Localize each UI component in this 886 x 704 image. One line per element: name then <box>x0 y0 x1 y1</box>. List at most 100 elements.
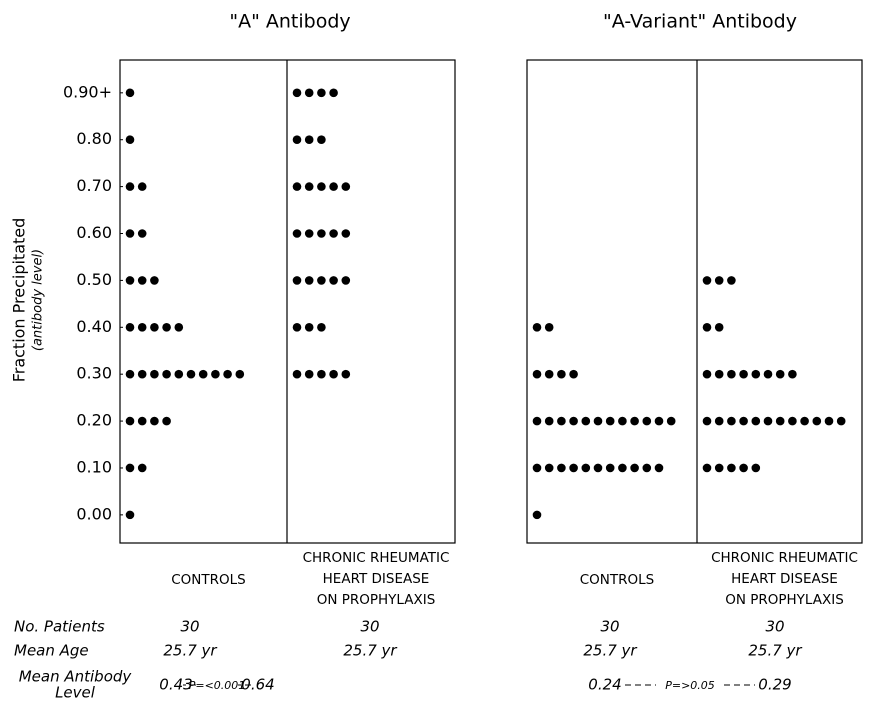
category-label: CHRONIC RHEUMATIC <box>711 550 858 566</box>
dot <box>329 369 338 379</box>
dot-group <box>532 463 664 473</box>
category-label: CONTROLS <box>171 572 246 588</box>
dot <box>800 416 809 426</box>
y-tick-label: 0.80 <box>76 129 112 148</box>
dot <box>788 416 797 426</box>
y-tick-label: 0.40 <box>76 317 112 336</box>
age-value: 25.7 yr <box>163 642 217 660</box>
dot <box>702 276 712 285</box>
dot-group <box>292 135 326 145</box>
dot-group <box>532 510 542 520</box>
row-label: No. Patients <box>14 618 105 636</box>
dot <box>557 416 566 426</box>
dot <box>532 369 542 379</box>
dot <box>532 322 542 332</box>
dot <box>714 369 724 379</box>
dot <box>714 416 724 426</box>
dot-group <box>125 416 171 426</box>
p-value: P=<0.001 <box>189 679 246 692</box>
dot-group <box>125 510 135 520</box>
dot <box>775 369 785 379</box>
category-label: HEART DISEASE <box>731 571 838 587</box>
dot <box>292 369 302 379</box>
dot <box>137 416 147 426</box>
dot <box>125 416 135 426</box>
dot <box>223 369 232 379</box>
y-tick-label: 0.70 <box>76 176 112 195</box>
chart-title: "A" Antibody <box>229 11 350 33</box>
dot <box>292 229 302 238</box>
dot <box>329 276 338 285</box>
dot <box>642 416 652 426</box>
dot <box>150 276 159 285</box>
category-label: ON PROPHYLAXIS <box>725 592 844 608</box>
dot <box>137 322 147 332</box>
chart-title: "A-Variant" Antibody <box>603 11 797 33</box>
dot <box>775 416 785 426</box>
dot <box>137 276 147 285</box>
patients-value: 30 <box>600 618 619 636</box>
dot <box>235 369 245 379</box>
dot <box>317 322 326 332</box>
frame <box>526 59 863 544</box>
y-tick-label: 0.50 <box>76 270 112 289</box>
dot <box>341 229 351 238</box>
dot <box>125 322 135 332</box>
dot <box>304 369 314 379</box>
dot-group <box>125 229 147 238</box>
age-value: 25.7 yr <box>583 642 637 660</box>
dot <box>137 369 147 379</box>
category-label: HEART DISEASE <box>323 571 430 587</box>
dot <box>544 369 554 379</box>
y-tick-label: 0.10 <box>76 457 112 476</box>
dot <box>150 322 159 332</box>
level-value: 0.64 <box>241 676 274 694</box>
dot <box>341 276 351 285</box>
dot <box>304 276 314 285</box>
dot-group <box>532 369 578 379</box>
y-tick-label: 0.60 <box>76 223 112 242</box>
category-label: ON PROPHYLAXIS <box>317 592 436 608</box>
dot <box>292 182 302 191</box>
y-tick-label: 0.00 <box>76 504 112 523</box>
dot <box>317 276 326 285</box>
dot <box>763 416 773 426</box>
dot-group <box>125 322 184 332</box>
age-value: 25.7 yr <box>343 642 397 660</box>
dot <box>630 416 639 426</box>
dot <box>162 416 171 426</box>
row-label: Mean Antibody <box>19 668 133 686</box>
dot-group <box>125 88 135 98</box>
dot <box>532 416 542 426</box>
level-value: 0.24 <box>588 676 621 694</box>
dot <box>317 229 326 238</box>
dot <box>150 416 159 426</box>
dot-group <box>292 369 351 379</box>
dot <box>304 182 314 191</box>
dot <box>174 369 184 379</box>
dot <box>702 369 712 379</box>
dot <box>605 463 615 473</box>
dot <box>702 416 712 426</box>
dot <box>317 182 326 191</box>
dot-group <box>702 463 761 473</box>
dot <box>137 182 147 191</box>
dot <box>569 463 578 473</box>
dot <box>569 416 578 426</box>
dot <box>125 510 135 520</box>
dot-group <box>292 182 351 191</box>
dot <box>654 463 664 473</box>
patients-value: 30 <box>765 618 784 636</box>
dot <box>751 463 761 473</box>
dot <box>292 88 302 98</box>
dot <box>581 416 591 426</box>
dot <box>739 369 748 379</box>
dot <box>727 276 736 285</box>
dot <box>304 322 314 332</box>
dot-group <box>125 135 135 145</box>
dot <box>125 229 135 238</box>
dot-group <box>702 322 724 332</box>
dot <box>727 463 736 473</box>
dot <box>642 463 652 473</box>
